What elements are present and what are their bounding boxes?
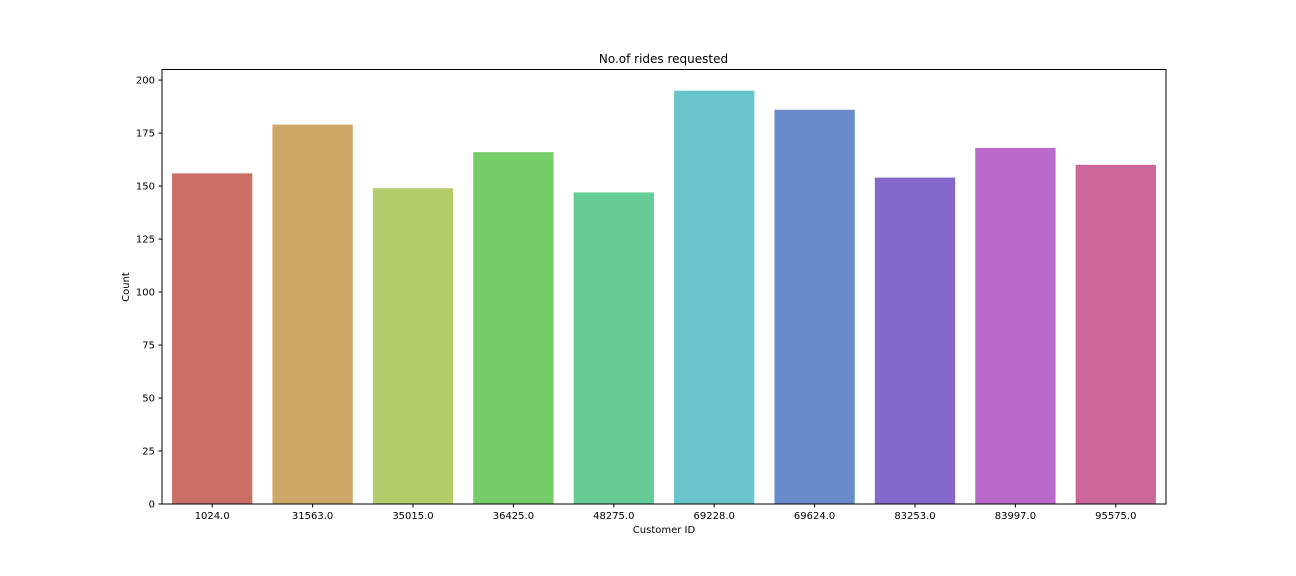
y-tick-label: 75 — [142, 341, 155, 352]
plot-area-frame — [161, 69, 1167, 505]
chart-title: No.of rides requested — [599, 52, 728, 66]
x-tick-label: 69624.0 — [794, 511, 835, 522]
bar-95575.0 — [1075, 164, 1156, 504]
y-tick-label: 125 — [136, 235, 155, 246]
y-tick-label: 175 — [136, 129, 155, 140]
bar-35015.0 — [372, 188, 454, 504]
y-tick-label: 200 — [136, 76, 155, 87]
bar-69624.0 — [774, 109, 855, 505]
y-axis: 0 25 50 75 100 125 150 175 200 — [136, 76, 162, 511]
x-tick-label: 1024.0 — [195, 511, 230, 522]
x-tick-label: 31563.0 — [292, 511, 333, 522]
y-axis-label: Count — [121, 272, 132, 302]
x-tick-label: 69228.0 — [694, 511, 735, 522]
bar-69228.0 — [674, 90, 755, 504]
y-tick-label: 150 — [136, 182, 155, 193]
y-tick-label: 50 — [142, 394, 155, 405]
x-axis: 1024.0 31563.0 35015.0 36425.0 48275.0 69228.… — [195, 504, 1136, 522]
x-tick-label: 48275.0 — [593, 511, 634, 522]
y-tick-label: 25 — [142, 447, 155, 458]
bar-31563.0 — [272, 124, 353, 505]
x-tick-label: 83253.0 — [894, 511, 935, 522]
x-tick-label: 36425.0 — [493, 511, 534, 522]
bar-48275.0 — [573, 192, 654, 504]
x-tick-label: 35015.0 — [392, 511, 433, 522]
bar-1024.0 — [172, 173, 253, 505]
bar-83997.0 — [975, 147, 1056, 505]
y-tick-label: 0 — [149, 500, 155, 511]
x-tick-label: 95575.0 — [1095, 511, 1136, 522]
bar-36425.0 — [473, 152, 554, 504]
x-axis-label: Customer ID — [633, 525, 696, 536]
x-tick-label: 83997.0 — [995, 511, 1036, 522]
bars — [172, 90, 1156, 505]
bar-83253.0 — [874, 177, 956, 504]
y-tick-label: 100 — [136, 288, 155, 299]
